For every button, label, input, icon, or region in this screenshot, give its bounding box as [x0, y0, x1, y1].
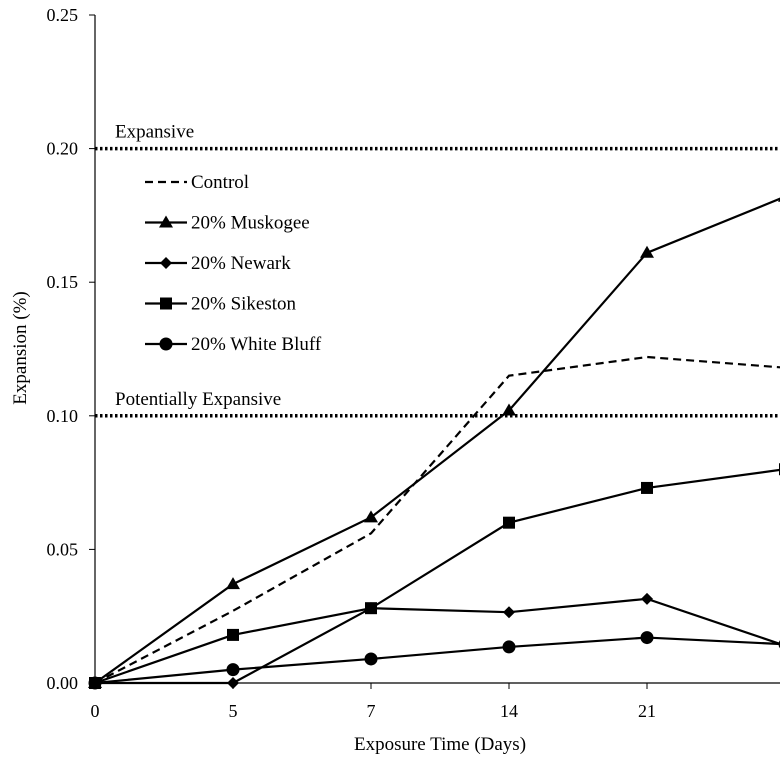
x-tick-label: 0	[91, 701, 100, 721]
data-point	[88, 676, 102, 690]
y-tick-label: 0.00	[47, 673, 79, 693]
axes: 0.00 0.05 0.10 0.15 0.20 0.25 0 5 7 14 21	[47, 5, 780, 721]
legend-label: 20% Muskogee	[191, 213, 310, 234]
x-tick-label: 5	[229, 701, 238, 721]
series-layer	[88, 197, 780, 690]
y-tick-label: 0.15	[47, 272, 79, 292]
x-tick-label: 7	[367, 701, 376, 721]
legend-label: Control	[191, 172, 249, 193]
x-tick-label: 21	[638, 701, 656, 721]
series-line	[94, 636, 780, 685]
legend-marker	[159, 337, 173, 351]
series-3	[89, 463, 780, 689]
legend: Control 20% Muskogee 20% Newark 20% Sikesto…	[145, 172, 322, 355]
data-point	[503, 606, 515, 619]
series-1	[88, 197, 780, 688]
data-point	[364, 652, 378, 666]
y-axis-title: Expansion (%)	[10, 291, 31, 404]
legend-label: 20% Newark	[191, 253, 291, 274]
data-point	[226, 577, 240, 590]
x-tick-label: 14	[500, 701, 518, 721]
data-point	[364, 510, 378, 523]
data-point	[641, 592, 653, 605]
data-point	[227, 628, 239, 641]
data-point	[227, 677, 239, 689]
data-point	[640, 245, 654, 258]
y-tick-label: 0.10	[47, 406, 79, 426]
y-tick-label: 0.25	[47, 5, 79, 25]
legend-marker	[159, 215, 173, 228]
data-point	[503, 516, 515, 529]
series-0	[94, 355, 780, 684]
series-4	[88, 631, 780, 690]
data-point	[365, 602, 377, 615]
threshold-label: Potentially Expansive	[115, 389, 281, 410]
threshold-lines: Expansive Potentially Expansive	[95, 122, 780, 418]
data-point	[640, 631, 654, 645]
series-line	[94, 468, 780, 685]
legend-marker	[160, 297, 172, 310]
legend-label: 20% White Bluff	[191, 334, 322, 355]
x-axis-title: Exposure Time (Days)	[354, 734, 526, 755]
legend-label: 20% Sikeston	[191, 294, 297, 315]
data-point	[641, 481, 653, 494]
data-point	[502, 403, 516, 416]
threshold-label: Expansive	[115, 122, 194, 143]
legend-marker	[160, 257, 172, 269]
series-line	[94, 355, 780, 684]
data-point	[226, 663, 240, 677]
y-tick-label: 0.05	[47, 539, 79, 559]
data-point	[502, 640, 516, 654]
series-line	[95, 597, 780, 685]
y-tick-label: 0.20	[47, 139, 79, 159]
series-line	[94, 197, 780, 684]
